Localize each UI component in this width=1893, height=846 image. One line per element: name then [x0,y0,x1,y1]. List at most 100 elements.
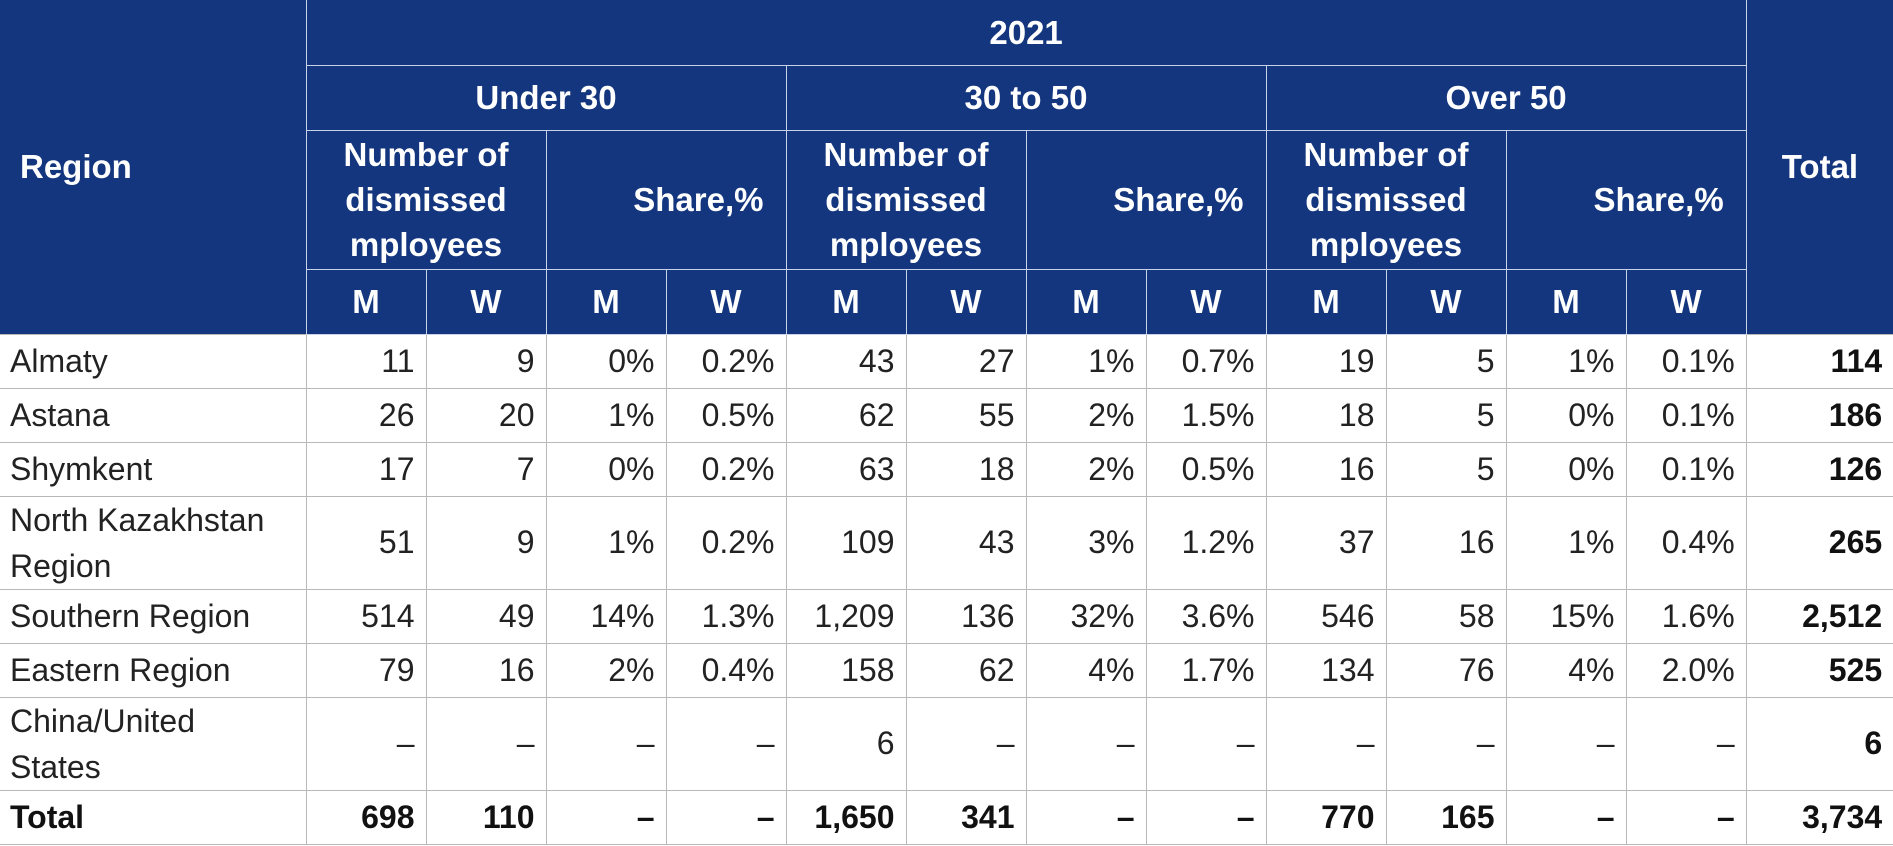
gender-header-m: M [1025,269,1147,335]
gender-header-m: M [305,269,427,335]
value-cell: 546 [1265,588,1387,644]
row-total-cell: 265 [1745,495,1893,590]
year-header: 2021 [305,0,1747,66]
value-cell: 1% [1505,333,1627,389]
value-cell: 16 [425,642,547,698]
gender-header-m: M [1265,269,1387,335]
value-cell: 0.2% [665,495,787,590]
share-header: Share,% [545,130,787,270]
share-header: Share,% [1025,130,1267,270]
value-cell: 32% [1025,588,1147,644]
value-cell: – [1505,696,1627,791]
gender-header-m: M [785,269,907,335]
value-cell: – [545,789,667,845]
row-total-cell: 525 [1745,642,1893,698]
table-row: Astana 26 20 1% 0.5% 62 55 2% 1.5% 18 5 0% 0.1% 186 [0,387,1893,443]
value-cell: 134 [1265,642,1387,698]
value-cell: 79 [305,642,427,698]
value-cell: 5 [1385,441,1507,497]
row-total-cell: 126 [1745,441,1893,497]
age-group-header: Under 30 [305,65,787,131]
value-cell: – [545,696,667,791]
value-cell: 9 [425,495,547,590]
gender-header-w: W [425,269,547,335]
value-cell: 16 [1385,495,1507,590]
value-cell: 0.4% [1625,495,1747,590]
value-cell: 62 [785,387,907,443]
value-cell: – [1145,789,1267,845]
value-cell: 1,209 [785,588,907,644]
value-cell: 51 [305,495,427,590]
value-cell: 2% [1025,441,1147,497]
table-row: Southern Region 514 49 14% 1.3% 1,209 136 32% 3.… [0,588,1893,644]
value-cell: – [1025,696,1147,791]
value-cell: – [665,789,787,845]
total-row-label: Total [0,789,307,845]
value-cell: 18 [1265,387,1387,443]
row-total-cell: 186 [1745,387,1893,443]
value-cell: 19 [1265,333,1387,389]
value-cell: 0.1% [1625,387,1747,443]
value-cell: 0.5% [1145,441,1267,497]
count-header: Number of dismissed mployees [305,130,547,270]
value-cell: 1.5% [1145,387,1267,443]
value-cell: – [1505,789,1627,845]
value-cell: 2.0% [1625,642,1747,698]
value-cell: 1.2% [1145,495,1267,590]
value-cell: 17 [305,441,427,497]
value-cell: 698 [305,789,427,845]
value-cell: 0% [1505,441,1627,497]
value-cell: 0% [545,333,667,389]
value-cell: 514 [305,588,427,644]
value-cell: 1,650 [785,789,907,845]
value-cell: 158 [785,642,907,698]
age-group-header: 30 to 50 [785,65,1267,131]
gender-header-w: W [1625,269,1747,335]
value-cell: 2% [545,642,667,698]
value-cell: 0.7% [1145,333,1267,389]
value-cell: 136 [905,588,1027,644]
value-cell: 58 [1385,588,1507,644]
row-total-cell: 2,512 [1745,588,1893,644]
value-cell: 0% [1505,387,1627,443]
value-cell: 109 [785,495,907,590]
value-cell: 4% [1025,642,1147,698]
value-cell: 76 [1385,642,1507,698]
value-cell: 341 [905,789,1027,845]
value-cell: 5 [1385,387,1507,443]
value-cell: 9 [425,333,547,389]
gender-header-w: W [665,269,787,335]
value-cell: – [1265,696,1387,791]
value-cell: 770 [1265,789,1387,845]
value-cell: 15% [1505,588,1627,644]
value-cell: 49 [425,588,547,644]
table-row: Eastern Region 79 16 2% 0.4% 158 62 4% 1.7% 134 76… [0,642,1893,698]
value-cell: 3.6% [1145,588,1267,644]
value-cell: 0.2% [665,441,787,497]
table-body: Almaty 11 9 0% 0.2% 43 27 1% 0.7% 19 5 1% 0.1% 114 Ast… [0,333,1893,845]
value-cell: 1.6% [1625,588,1747,644]
total-column-header: Total [1745,0,1893,334]
value-cell: – [665,696,787,791]
value-cell: 1% [545,387,667,443]
row-total-cell: 3,734 [1745,789,1893,845]
table-row: Shymkent 17 7 0% 0.2% 63 18 2% 0.5% 16 5 0% 0.1% 126 [0,441,1893,497]
region-cell: Astana [0,387,307,443]
value-cell: 55 [905,387,1027,443]
gender-header-w: W [905,269,1027,335]
count-header: Number of dismissed mployees [1265,130,1507,270]
value-cell: – [425,696,547,791]
gender-header-m: M [1505,269,1627,335]
share-header: Share,% [1505,130,1747,270]
row-total-cell: 114 [1745,333,1893,389]
region-cell: Southern Region [0,588,307,644]
value-cell: 0.1% [1625,333,1747,389]
value-cell: 3% [1025,495,1147,590]
value-cell: 11 [305,333,427,389]
value-cell: 0.5% [665,387,787,443]
region-cell: North Kazakhstan Region [0,495,307,590]
count-header: Number of dismissed mployees [785,130,1027,270]
value-cell: – [1025,789,1147,845]
region-cell: Eastern Region [0,642,307,698]
value-cell: 1% [545,495,667,590]
